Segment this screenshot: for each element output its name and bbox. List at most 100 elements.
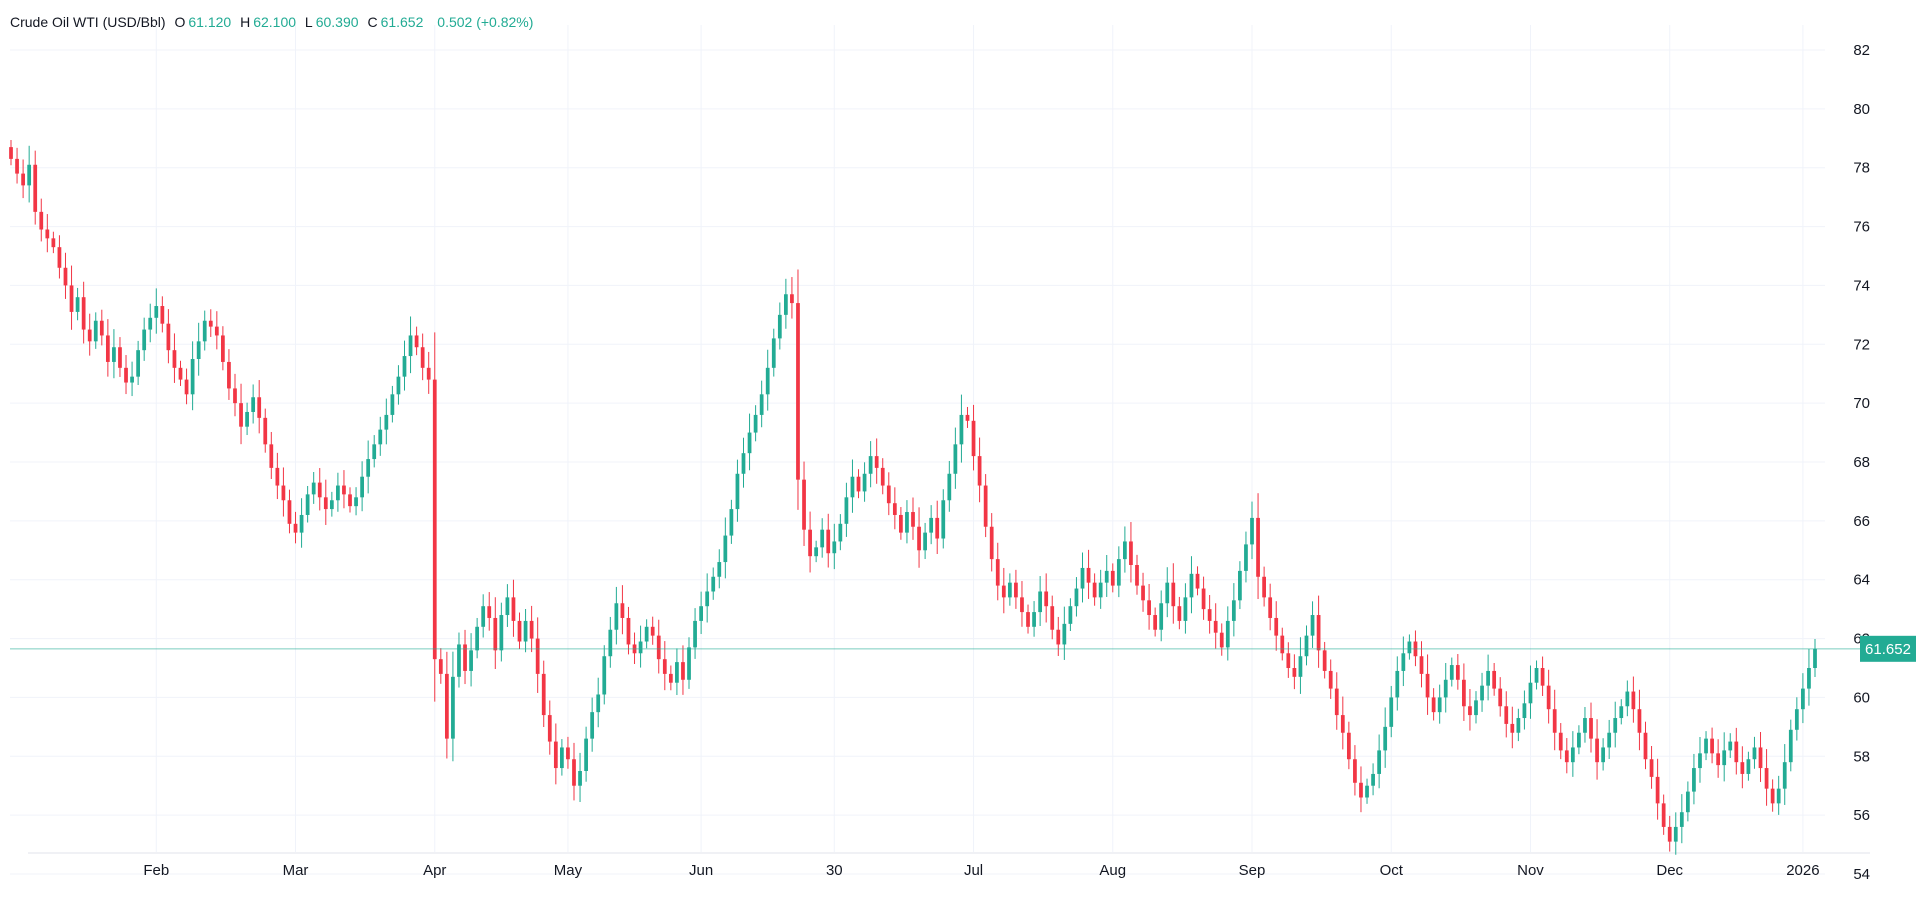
candle-body: [941, 500, 946, 539]
candle: [602, 645, 607, 705]
candle: [1195, 566, 1200, 596]
candle-body: [917, 526, 921, 551]
candle: [1740, 746, 1745, 789]
candle: [1062, 606, 1067, 660]
y-tick-label: 76: [1853, 219, 1870, 236]
candle: [1613, 701, 1618, 748]
candle: [723, 517, 728, 579]
candle: [1292, 654, 1297, 690]
candle: [1734, 727, 1739, 775]
candle: [1201, 576, 1206, 620]
candle-body: [517, 620, 522, 642]
candle: [1649, 745, 1654, 789]
chart-legend: Crude Oil WTI (USD/Bbl) O 61.120 H 62.100 …: [10, 14, 533, 30]
candle: [1365, 778, 1369, 804]
candle: [935, 500, 940, 555]
candle: [1601, 738, 1605, 771]
candle-body: [1032, 612, 1036, 627]
candle: [190, 341, 195, 411]
candle-body: [142, 329, 147, 351]
candle-body: [299, 514, 304, 533]
y-tick-label: 56: [1853, 807, 1870, 824]
candle-body: [1334, 688, 1339, 716]
candle-body: [1225, 620, 1230, 648]
candle-body: [699, 606, 703, 621]
candle-body: [1189, 573, 1194, 598]
candle-body: [1704, 738, 1708, 754]
candle-body: [1298, 656, 1303, 677]
candle: [99, 309, 104, 346]
candle: [1431, 688, 1436, 721]
candle: [1419, 641, 1424, 688]
candle: [323, 479, 328, 525]
candle: [735, 459, 740, 522]
x-tick-label: 2026: [1786, 862, 1819, 879]
candle: [1346, 721, 1351, 770]
candle: [251, 384, 256, 424]
candle-body: [1534, 668, 1539, 683]
y-tick-label: 80: [1853, 101, 1870, 118]
candle-body: [596, 694, 601, 713]
candle-body: [820, 529, 825, 548]
grid-lines: [10, 25, 1870, 875]
candle: [1098, 569, 1103, 609]
x-tick-label: Feb: [143, 862, 169, 879]
candle-body: [1359, 782, 1363, 798]
candle: [1238, 561, 1242, 610]
candle: [1359, 766, 1363, 813]
candle-body: [1552, 709, 1557, 733]
candle: [1685, 781, 1690, 822]
candle-body: [426, 367, 431, 380]
candle-body: [1256, 517, 1260, 577]
candle: [802, 461, 806, 546]
y-tick-label: 58: [1853, 748, 1870, 765]
candle-body: [560, 747, 564, 769]
candle-body: [602, 656, 607, 695]
candle: [1044, 573, 1049, 623]
candle-body: [1728, 741, 1733, 751]
candle: [1722, 732, 1727, 782]
candle-body: [826, 529, 831, 554]
candle: [1607, 719, 1612, 759]
candle-body: [1080, 567, 1085, 589]
x-axis: Feb Mar Apr May Jun 30 Jul Aug Sep Oct Nov Dec 2026: [143, 862, 1819, 879]
candle: [172, 333, 177, 383]
candle: [1298, 637, 1303, 694]
candle: [1371, 763, 1375, 796]
candle-body: [1371, 773, 1375, 786]
candle: [959, 394, 964, 463]
candle-body: [1129, 541, 1133, 565]
candle-body: [499, 615, 504, 651]
candle-body: [93, 320, 98, 342]
candle: [1007, 573, 1012, 606]
candle: [517, 612, 522, 650]
candle-body: [711, 576, 716, 592]
candle-body: [923, 532, 927, 551]
candle: [1334, 672, 1339, 730]
candle: [342, 470, 346, 509]
candle: [1219, 623, 1224, 656]
candle-body: [880, 467, 885, 486]
candle-body: [1431, 697, 1436, 713]
candle-body: [311, 482, 316, 495]
candle: [886, 472, 891, 516]
candle-body: [63, 267, 68, 286]
candle-body: [227, 361, 231, 389]
candle: [372, 435, 377, 468]
candle-body: [1570, 747, 1575, 763]
candle: [221, 326, 225, 371]
candle: [850, 459, 855, 513]
candle: [862, 462, 867, 502]
candle: [275, 452, 280, 500]
candle-body: [27, 164, 32, 186]
candle: [1534, 660, 1539, 690]
x-tick-label: Sep: [1239, 862, 1266, 879]
candle-body: [735, 473, 740, 510]
candle-body: [372, 444, 377, 460]
candle: [880, 458, 885, 495]
candle-body: [1655, 776, 1660, 804]
candle: [21, 159, 25, 199]
candle: [1153, 607, 1158, 637]
candle: [1110, 563, 1115, 593]
